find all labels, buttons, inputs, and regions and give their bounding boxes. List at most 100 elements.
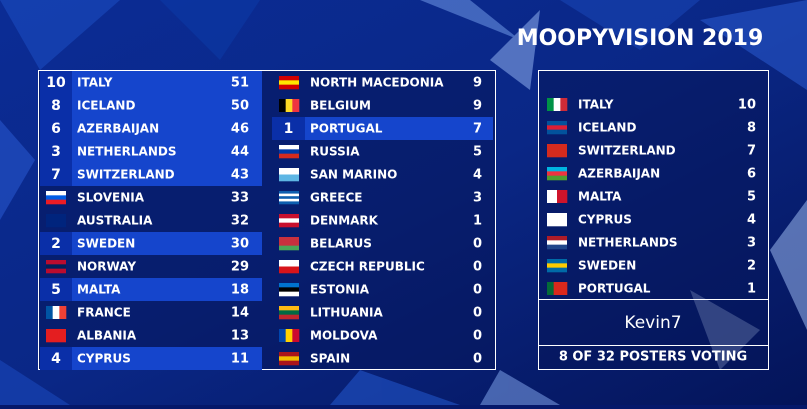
flag	[279, 287, 299, 292]
country-name: ALBANIA	[77, 329, 137, 343]
total-score: 9	[473, 99, 482, 114]
flag	[279, 198, 299, 202]
flag	[279, 80, 299, 85]
flag	[52, 306, 60, 319]
title: MOOPYVISION 2019	[517, 26, 764, 51]
country-name: SAN MARINO	[310, 168, 397, 182]
country-name: SWITZERLAND	[77, 168, 175, 182]
vote-country: CYPRUS	[578, 213, 632, 227]
flag	[279, 191, 299, 194]
flag	[547, 167, 567, 172]
country-name: GREECE	[310, 191, 363, 205]
flag	[279, 237, 299, 242]
flag	[279, 201, 299, 205]
country-name: SWEDEN	[77, 237, 135, 251]
total-score: 29	[231, 260, 249, 275]
flag	[279, 360, 299, 366]
total-score: 33	[231, 191, 249, 206]
total-score: 32	[231, 214, 249, 229]
points-received: 6	[51, 121, 61, 137]
total-score: 0	[473, 329, 482, 344]
country-name: DENMARK	[310, 214, 379, 228]
flag	[292, 329, 300, 342]
points-box	[40, 71, 72, 94]
points-received: 5	[51, 282, 61, 298]
country-name: BELARUS	[310, 237, 372, 251]
flag	[279, 260, 299, 267]
flag	[46, 264, 66, 269]
total-score: 9	[473, 76, 482, 91]
country-name: SPAIN	[310, 352, 350, 366]
flag	[279, 291, 299, 297]
highlight-bar	[40, 232, 262, 255]
vote-points: 5	[747, 190, 756, 205]
total-score: 5	[473, 145, 482, 160]
country-name: NORTH MACEDONIA	[310, 76, 444, 90]
points-box	[272, 117, 305, 140]
country-name: CZECH REPUBLIC	[310, 260, 425, 274]
points-received: 2	[51, 236, 61, 252]
flag	[279, 266, 299, 274]
flag	[547, 259, 567, 264]
flag	[279, 352, 299, 357]
flag	[285, 329, 293, 342]
flag	[279, 310, 299, 315]
rows: 10 ITALY 518 ICELAND 506 AZERBAIJAN 463 NETHERL…	[40, 71, 756, 370]
flag	[46, 268, 66, 274]
flag	[279, 145, 299, 150]
flag	[279, 153, 299, 159]
country-name: AZERBAIJAN	[77, 122, 159, 136]
total-score: 11	[231, 352, 249, 367]
vote-country: SWITZERLAND	[578, 144, 676, 158]
country-name: BELGIUM	[310, 99, 371, 113]
flag	[285, 99, 293, 112]
flag	[547, 282, 554, 295]
country-name: NORWAY	[77, 260, 136, 274]
flag	[547, 144, 567, 158]
total-score: 46	[231, 122, 249, 137]
vote-points: 10	[738, 98, 756, 113]
flag	[279, 356, 299, 361]
country-name: RUSSIA	[310, 145, 360, 159]
flag	[547, 267, 567, 273]
flag	[279, 306, 299, 311]
total-score: 0	[473, 260, 482, 275]
points-box	[40, 163, 72, 186]
flag	[279, 214, 299, 219]
total-score: 0	[473, 237, 482, 252]
vote-points: 7	[747, 144, 756, 159]
vote-country: NETHERLANDS	[578, 236, 678, 250]
flag	[46, 214, 66, 228]
points-box	[40, 278, 72, 301]
highlight-bar	[40, 117, 262, 140]
flag	[547, 171, 567, 176]
total-score: 14	[231, 306, 249, 321]
flag	[560, 98, 568, 111]
points-box	[40, 117, 72, 140]
flag	[46, 260, 66, 265]
vote-country: PORTUGAL	[578, 282, 651, 296]
points-box	[40, 347, 72, 370]
total-score: 44	[231, 145, 249, 160]
flag	[279, 329, 286, 342]
flag	[279, 149, 299, 154]
total-score: 13	[231, 329, 249, 344]
total-score: 3	[473, 191, 482, 206]
flag	[292, 99, 300, 112]
voter-name: Kevin7	[624, 313, 681, 333]
highlight-bar	[40, 94, 262, 117]
points-received: 4	[51, 351, 61, 367]
total-score: 0	[473, 352, 482, 367]
flag	[547, 236, 567, 241]
country-name: PORTUGAL	[310, 122, 383, 136]
flag	[46, 191, 66, 196]
total-score: 30	[231, 237, 249, 252]
points-received: 3	[51, 144, 61, 160]
vote-points: 2	[747, 259, 756, 274]
highlight-bar	[40, 278, 262, 301]
flag	[279, 245, 299, 251]
country-name: ICELAND	[77, 99, 135, 113]
flag	[279, 283, 299, 288]
vote-country: SWEDEN	[578, 259, 636, 273]
flag	[560, 282, 568, 295]
